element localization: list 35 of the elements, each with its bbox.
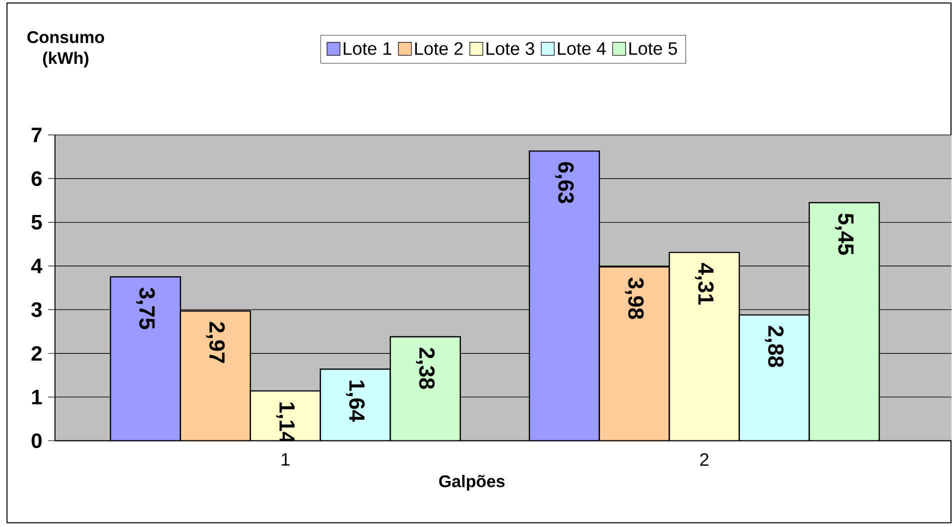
- y-tick-label: 1: [32, 390, 42, 404]
- legend-label: Lote 1: [344, 42, 392, 56]
- bar: [668, 252, 740, 441]
- data-label: 2,88: [764, 326, 784, 368]
- data-label: 1,64: [346, 380, 365, 422]
- data-label: 3,75: [136, 288, 155, 330]
- legend-label: Lote 4: [558, 42, 606, 56]
- bar: [250, 390, 321, 441]
- y-tick-label: 4: [31, 258, 42, 274]
- data-label: 2,38: [416, 348, 435, 390]
- bar: [320, 368, 391, 441]
- y-tick-label: 0: [32, 433, 42, 448]
- data-label: 3,98: [625, 278, 644, 320]
- x-axis-title: Galpões: [439, 475, 505, 491]
- bar: [738, 314, 810, 441]
- legend-label: Lote 5: [629, 42, 677, 56]
- legend-label: Lote 3: [486, 42, 534, 56]
- y-tick-label: 7: [32, 128, 42, 142]
- bar: [180, 310, 252, 441]
- bar: [110, 276, 182, 441]
- data-label: 2,97: [206, 322, 225, 363]
- bar: [528, 150, 600, 441]
- bar: [598, 266, 670, 441]
- bar: [808, 202, 880, 441]
- data-label: 5,45: [835, 214, 854, 255]
- data-label: 1,14: [276, 402, 295, 444]
- y-tick-label: 6: [32, 171, 42, 186]
- bar: [390, 336, 461, 441]
- y-tick-label: 5: [31, 215, 42, 230]
- legend-label: Lote 2: [415, 42, 463, 56]
- data-label: 6,63: [555, 162, 574, 204]
- data-label: 4,31: [694, 263, 714, 305]
- y-tick-label: 3: [31, 302, 42, 318]
- y-axis-title: Consumo (kWh): [27, 31, 104, 68]
- y-tick-label: 2: [32, 346, 42, 361]
